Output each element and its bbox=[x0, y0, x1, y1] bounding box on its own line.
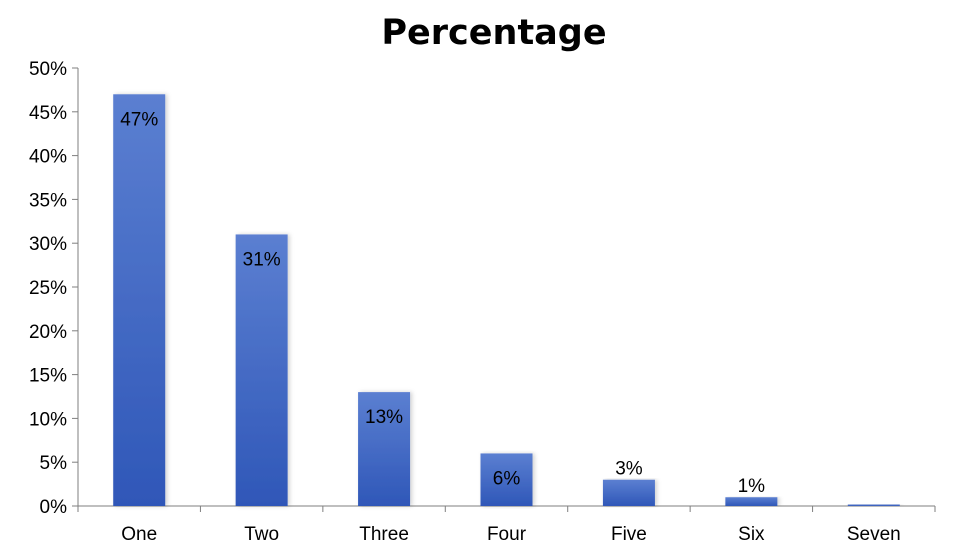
data-label: 47% bbox=[120, 109, 158, 130]
y-tick-label: 0% bbox=[40, 497, 68, 518]
y-tick-label: 25% bbox=[29, 278, 67, 299]
x-tick-label: Seven bbox=[847, 524, 901, 545]
data-label: 31% bbox=[243, 249, 281, 270]
data-label: 6% bbox=[493, 468, 521, 489]
bar-two bbox=[235, 234, 288, 506]
bar-five bbox=[602, 479, 655, 506]
bars bbox=[113, 94, 900, 506]
y-tick-label: 50% bbox=[29, 59, 67, 80]
x-tick-label: Six bbox=[738, 524, 765, 545]
bar-six bbox=[725, 497, 778, 506]
y-tick-label: 45% bbox=[29, 103, 67, 124]
x-tick-label: Two bbox=[244, 524, 279, 545]
bar-three bbox=[358, 392, 411, 506]
x-tick-label: Four bbox=[487, 524, 527, 545]
x-tick-label: One bbox=[121, 524, 157, 545]
bar-one bbox=[113, 94, 166, 506]
y-axis: 0% 5% 10% 15% 20% 25% 30% 35% 40% 45% 50% bbox=[29, 59, 79, 518]
y-tick-label: 40% bbox=[29, 147, 67, 168]
y-tick-label: 30% bbox=[29, 234, 67, 255]
data-labels: 47% 31% 13% 6% 3% 1% bbox=[120, 109, 765, 497]
y-tick-label: 15% bbox=[29, 366, 67, 387]
data-label: 3% bbox=[615, 459, 643, 480]
y-tick-label: 20% bbox=[29, 322, 67, 343]
data-label: 1% bbox=[738, 476, 766, 497]
x-tick-label: Five bbox=[611, 524, 647, 545]
y-tick-label: 10% bbox=[29, 409, 67, 430]
y-tick-label: 35% bbox=[29, 190, 67, 211]
chart-title: Percentage bbox=[381, 13, 606, 53]
data-label: 13% bbox=[365, 407, 403, 428]
y-tick-label: 5% bbox=[40, 453, 68, 474]
bar-four bbox=[480, 453, 533, 506]
x-tick-label: Three bbox=[359, 524, 409, 545]
x-axis: One Two Three Four Five Six Seven bbox=[77, 505, 936, 545]
bar-seven bbox=[847, 504, 900, 506]
